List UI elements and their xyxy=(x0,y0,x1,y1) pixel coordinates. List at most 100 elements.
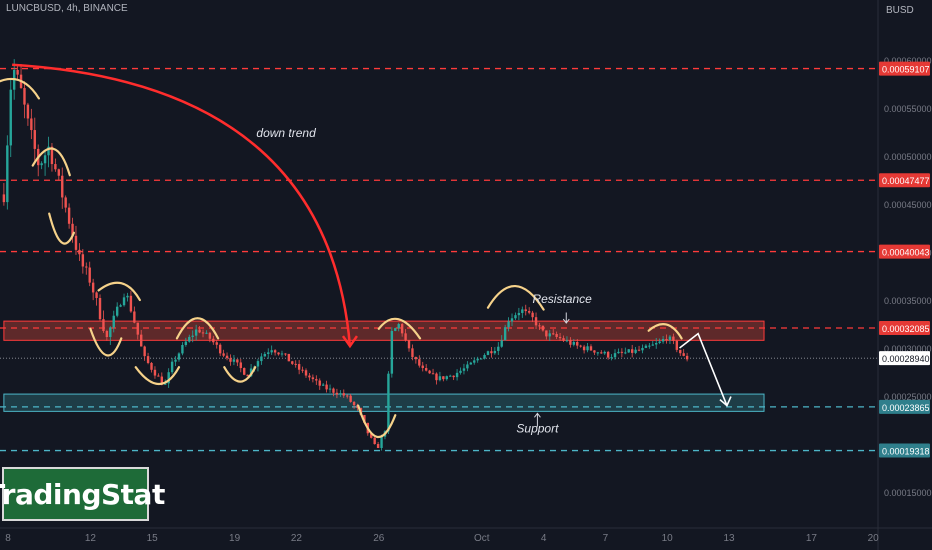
candle-body xyxy=(531,312,534,318)
candle-body xyxy=(6,145,9,203)
candle-body xyxy=(115,306,119,316)
candle-body xyxy=(555,333,558,337)
candle-body xyxy=(596,352,600,354)
y-tick-label: 0.00045000 xyxy=(884,200,932,210)
candle-body xyxy=(85,266,88,268)
swing-wave-0 xyxy=(0,77,40,100)
x-tick-label: 19 xyxy=(229,533,241,544)
candle-body xyxy=(174,359,177,362)
candle-body xyxy=(603,351,606,354)
candle-body xyxy=(297,364,301,370)
candle-body xyxy=(613,353,617,358)
candle-body xyxy=(400,324,404,334)
price-tag-label: 0.00023865 xyxy=(882,403,930,413)
x-tick-label: 8 xyxy=(5,533,11,544)
candle-body xyxy=(438,376,442,381)
candle-body xyxy=(476,358,479,361)
candle-body xyxy=(143,346,146,357)
candle-body xyxy=(177,353,181,360)
candle-body xyxy=(287,353,291,362)
candle-body xyxy=(473,360,476,363)
y-tick-label: 0.00025000 xyxy=(884,392,932,402)
logo-text: TradingStat xyxy=(0,477,165,511)
x-tick-label: 4 xyxy=(541,533,547,544)
candle-body xyxy=(572,341,576,345)
candle-body xyxy=(126,295,129,298)
candle-body xyxy=(370,433,373,438)
currency-label: BUSD xyxy=(886,5,914,16)
candle-body xyxy=(16,69,19,75)
swing-wave-6 xyxy=(175,317,220,340)
candle-body xyxy=(668,336,672,341)
candle-body xyxy=(600,352,603,354)
tradingstat-logo: TradingStat xyxy=(0,467,165,521)
x-tick-label: 7 xyxy=(603,533,609,544)
candle-body xyxy=(397,324,400,329)
candle-body xyxy=(212,338,215,343)
resistance-pointer xyxy=(562,312,570,324)
candle-body xyxy=(140,334,143,347)
candle-body xyxy=(304,370,308,376)
current-price-tag-label: 0.00028940 xyxy=(882,354,930,364)
price-tag-0 xyxy=(879,61,930,76)
candle-body xyxy=(40,163,43,166)
candle-body xyxy=(586,346,589,351)
candle-body xyxy=(153,369,157,376)
candle-body xyxy=(129,295,133,312)
down-trend-arrowhead xyxy=(341,335,358,349)
candle-body xyxy=(270,350,273,353)
candle-body xyxy=(263,353,267,357)
candle-body xyxy=(466,364,469,369)
candle-body xyxy=(321,384,325,386)
candle-body xyxy=(308,375,311,378)
candle-body xyxy=(394,328,397,331)
candle-body xyxy=(311,377,315,380)
price-tag-label: 0.00047477 xyxy=(882,176,930,186)
candle-body xyxy=(78,249,81,255)
candle-body xyxy=(617,351,620,354)
candle-body xyxy=(201,332,205,334)
candle-body xyxy=(315,379,318,381)
candle-body xyxy=(71,223,74,236)
candle-body xyxy=(376,444,380,448)
candle-body xyxy=(679,349,682,354)
current-price-tag xyxy=(879,351,930,366)
candle-body xyxy=(658,341,661,343)
swing-wave-8 xyxy=(377,317,422,340)
candle-body xyxy=(411,348,414,358)
candle-body xyxy=(205,332,208,334)
x-tick-label: Oct xyxy=(474,533,490,544)
candle-body xyxy=(630,349,634,353)
candle-body xyxy=(57,169,61,176)
candle-body xyxy=(655,342,658,345)
support-zone xyxy=(3,393,765,412)
candle-body xyxy=(133,311,136,323)
candle-body xyxy=(462,368,466,371)
candle-body xyxy=(517,312,521,316)
y-tick-label: 0.00050000 xyxy=(884,152,932,162)
candle-body xyxy=(191,335,194,337)
candle-body xyxy=(641,347,644,351)
candle-body xyxy=(194,329,198,336)
x-tick-label: 20 xyxy=(868,533,880,544)
candle-body xyxy=(222,353,225,356)
candle-body xyxy=(469,362,473,365)
candle-body xyxy=(23,88,26,105)
candle-body xyxy=(67,207,71,224)
candle-body xyxy=(95,292,98,298)
candle-body xyxy=(335,392,339,395)
candle-body xyxy=(229,358,232,362)
candle-body xyxy=(218,344,222,354)
candle-body xyxy=(524,309,527,312)
support-pointer xyxy=(534,412,541,427)
candle-body xyxy=(157,375,160,377)
candle-body xyxy=(112,315,115,328)
down-trend-arrow xyxy=(12,63,352,347)
candle-body xyxy=(246,374,249,377)
price-tag-label: 0.00019318 xyxy=(882,447,930,457)
candle-body xyxy=(424,368,428,371)
candle-body xyxy=(675,340,679,350)
candle-body xyxy=(284,353,287,355)
candle-body xyxy=(644,345,648,348)
